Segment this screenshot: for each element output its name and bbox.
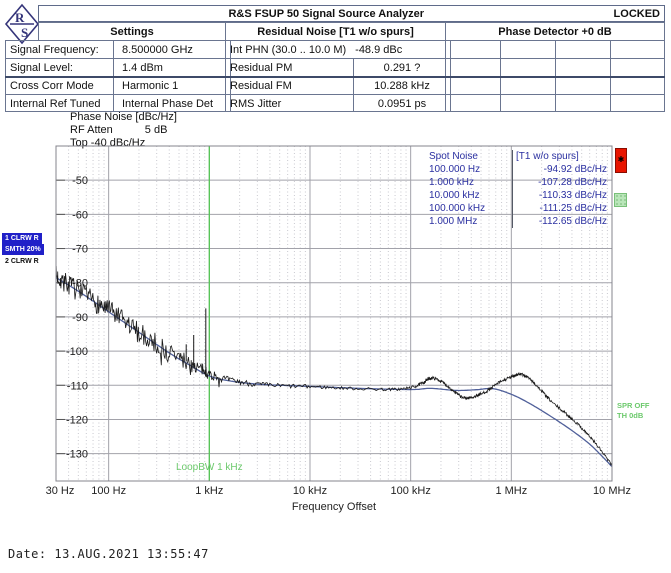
phase-detector-cell: [500, 76, 556, 95]
x-tick-label: 30 Hz: [46, 485, 75, 497]
phase-detector-cell: [445, 76, 501, 95]
smoothing-tag: SMTH 20%: [2, 244, 44, 255]
phase-noise-chart: 30 Hz 100 Hz 1 kHz 10 kHz 100 kHz 1 MHz 10 MHz…: [46, 145, 631, 513]
trace-smoothed: [55, 277, 613, 468]
trace-raw: [55, 265, 613, 466]
phase-detector-cell: [555, 40, 611, 59]
measurement-info-table: Settings Residual Noise [T1 w/o spurs] P…: [5, 22, 665, 112]
trace2-tag: 2 CLRW R: [5, 258, 39, 265]
spot-noise-row: 100.000 Hz -94.92 dBc/Hz: [427, 163, 610, 176]
spot-noise-row: 1.000 MHz -112.65 dBc/Hz: [427, 215, 610, 228]
y-tick-label: -120: [66, 414, 88, 426]
spot-noise-row: 1.000 kHz -107.28 dBc/Hz: [427, 176, 610, 189]
x-tick-label: 1 MHz: [495, 485, 527, 497]
threshold-grid-icon: [614, 193, 627, 207]
settings-row-value: 8.500000 GHz: [113, 40, 231, 59]
locked-status-badge: LOCKED: [613, 7, 660, 20]
x-tick-label: 1 kHz: [195, 485, 223, 497]
spot-freq: 100.000 kHz: [429, 203, 486, 214]
x-axis-title: Frequency Offset: [292, 501, 376, 513]
y-tick-label: -90: [72, 312, 88, 324]
phase-detector-cell: [555, 58, 611, 77]
title-bar: R&S FSUP 50 Signal Source Analyzer LOCKE…: [38, 5, 665, 22]
phase-detector-cell: [610, 76, 665, 95]
spot-noise-trace-label: [T1 w/o spurs]: [512, 150, 610, 163]
x-tick-label: 10 kHz: [293, 485, 327, 497]
spot-value: -107.28 dBc/Hz: [512, 176, 610, 189]
spot-noise-title: Spot Noise: [429, 151, 478, 162]
settings-row-value: Internal Phase Det: [113, 94, 231, 112]
settings-row-label: Internal Ref Tuned: [5, 94, 114, 112]
spot-noise-row: 10.000 kHz -110.33 dBc/Hz: [427, 189, 610, 202]
star-icon: ✱: [617, 155, 625, 164]
spot-value: -112.65 dBc/Hz: [512, 215, 610, 228]
phase-detector-cell: [555, 76, 611, 95]
phase-detector-cell: [610, 58, 665, 77]
settings-header: Settings: [38, 22, 226, 41]
phase-detector-cell: [500, 58, 556, 77]
rs-logo: R S: [4, 3, 40, 45]
spot-freq: 1.000 kHz: [429, 177, 475, 188]
phase-detector-cell: [445, 94, 501, 112]
residual-row-value: -48.9 dBc: [355, 44, 403, 56]
residual-row-label: Residual PM: [225, 58, 354, 77]
spur-off-tag: SPR OFF: [617, 401, 650, 410]
settings-row-label: Signal Level:: [5, 58, 114, 77]
phase-detector-cell: [555, 94, 611, 112]
spot-freq: 100.000 Hz: [429, 164, 481, 175]
spot-value: -94.92 dBc/Hz: [512, 163, 610, 176]
svg-text:S: S: [21, 25, 28, 40]
residual-row-label: Int PHN (30.0 .. 10.0 M): [230, 44, 347, 56]
phase-detector-cell: [610, 94, 665, 112]
y-tick-label: -130: [66, 449, 88, 461]
rf-atten-label: RF Atten: [70, 124, 113, 136]
x-tick-label: 100 Hz: [91, 485, 126, 497]
y-tick-label: -60: [72, 209, 88, 221]
y-tick-label: -50: [72, 175, 88, 187]
threshold-tag: TH 0dB: [617, 411, 644, 420]
phase-detector-cell: [500, 94, 556, 112]
loop-bw-label: LoopBW 1 kHz: [176, 462, 243, 473]
spot-noise-row: 100.000 kHz -111.25 dBc/Hz: [427, 202, 610, 215]
phase-detector-cell: [500, 40, 556, 59]
y-tick-label: -100: [66, 346, 88, 358]
settings-row-label: Cross Corr Mode: [5, 76, 114, 95]
spot-noise-header-row: Spot Noise [T1 w/o spurs]: [427, 150, 610, 163]
settings-row-value: 1.4 dBm: [113, 58, 231, 77]
date-line: Date: 13.AUG.2021 13:55:47: [8, 547, 209, 561]
spot-value: -110.33 dBc/Hz: [512, 189, 610, 202]
phase-detector-cell: [445, 58, 501, 77]
x-tick-label: 10 MHz: [593, 485, 631, 497]
phase-detector-header: Phase Detector +0 dB: [445, 22, 665, 41]
residual-row-value: 10.288 kHz: [353, 76, 451, 95]
alarm-marker-icon: ✱: [615, 148, 627, 173]
svg-text:R: R: [15, 10, 25, 25]
y-tick-label: -110: [67, 380, 88, 392]
spot-value: -111.25 dBc/Hz: [512, 202, 610, 215]
residual-row-intphn: Int PHN (30.0 .. 10.0 M) -48.9 dBc: [225, 40, 451, 59]
residual-noise-header: Residual Noise [T1 w/o spurs]: [225, 22, 446, 41]
phase-detector-cell: [610, 40, 665, 59]
x-tick-label: 100 kHz: [390, 485, 430, 497]
residual-row-value: 0.0951 ps: [353, 94, 451, 112]
app-title: R&S FSUP 50 Signal Source Analyzer: [228, 7, 425, 20]
table-heavy-divider: [5, 76, 665, 78]
settings-row-label: Signal Frequency:: [5, 40, 114, 59]
rf-atten-value: 5 dB: [144, 124, 168, 136]
trace1-tag: 1 CLRW R: [2, 233, 42, 244]
spot-freq: 10.000 kHz: [429, 190, 480, 201]
phase-detector-cell: [445, 40, 501, 59]
spot-noise-table: Spot Noise [T1 w/o spurs] 100.000 Hz -94…: [427, 150, 610, 228]
residual-row-value: 0.291 ?: [353, 58, 451, 77]
rf-atten-line: RF Atten 5 dB: [70, 124, 177, 137]
residual-row-label: RMS Jitter: [225, 94, 354, 112]
residual-row-label: Residual FM: [225, 76, 354, 95]
settings-row-value: Harmonic 1: [113, 76, 231, 95]
y-tick-label: -70: [72, 244, 88, 256]
spot-freq: 1.000 MHz: [429, 216, 478, 227]
y-axis-unit-label: Phase Noise [dBc/Hz]: [70, 111, 177, 123]
